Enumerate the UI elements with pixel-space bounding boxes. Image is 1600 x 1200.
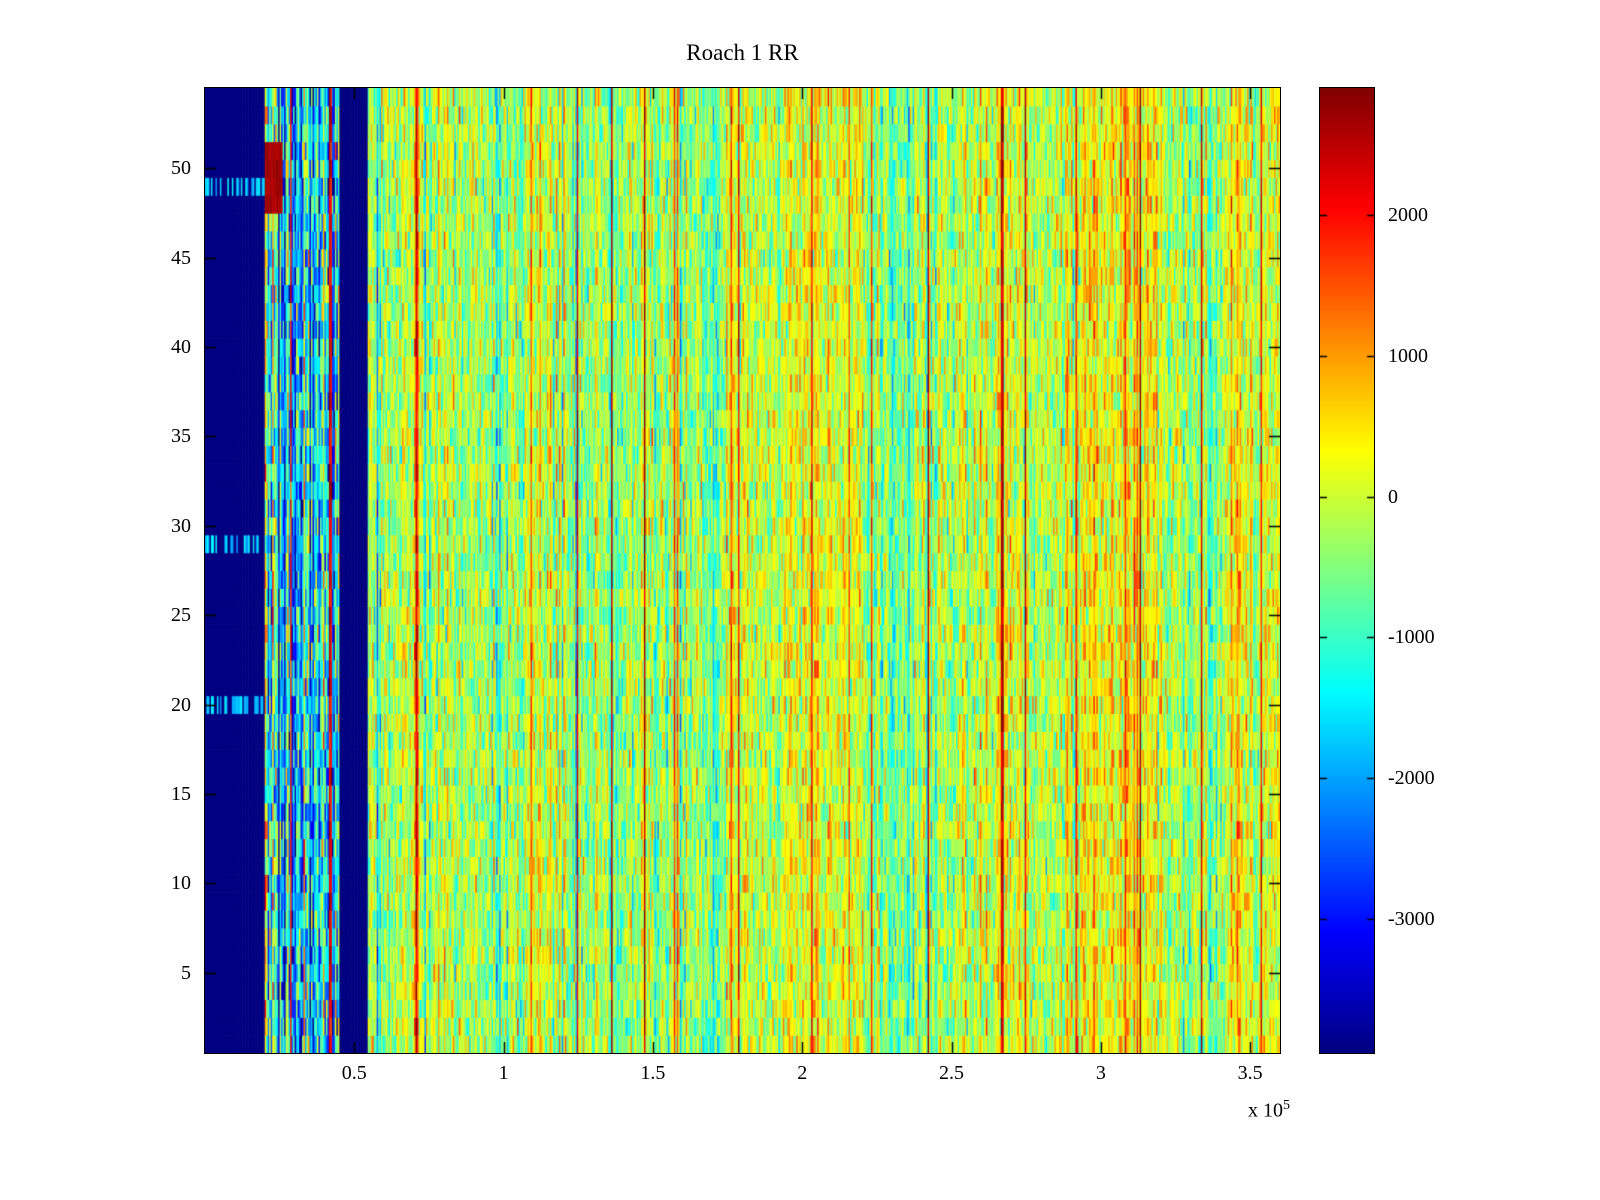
x-axis-tick-label: 3 — [1095, 1062, 1106, 1084]
x-axis-tick-label: 2 — [797, 1062, 808, 1084]
x-scale-prefix: x 10 — [1248, 1099, 1283, 1122]
x-axis-tick-label: 3.5 — [1237, 1062, 1263, 1084]
y-axis-tick-label: 25 — [171, 604, 191, 627]
x-axis-tick-label: 2.5 — [939, 1062, 965, 1084]
y-axis-tick-label: 35 — [171, 425, 191, 448]
x-axis-tick-label: 1 — [498, 1062, 509, 1084]
x-axis-scale-label: x 105 — [1080, 1098, 1290, 1123]
x-scale-exponent: 5 — [1283, 1098, 1290, 1113]
y-axis-tick-label: 45 — [171, 246, 191, 269]
colorbar-tick-label: 0 — [1388, 485, 1398, 508]
heatmap-axes — [204, 87, 1281, 1054]
y-axis-tick-label: 20 — [171, 693, 191, 716]
chart-title: Roach 1 RR — [686, 40, 799, 65]
y-axis-tick-label: 15 — [171, 782, 191, 805]
x-axis-tick-label: 1.5 — [640, 1062, 666, 1084]
y-axis-tick-label: 40 — [171, 336, 191, 359]
x-axis-tick-label: 0.5 — [341, 1062, 367, 1084]
colorbar-tick-label: 2000 — [1388, 203, 1428, 226]
colorbar — [1319, 87, 1375, 1054]
y-axis-tick-label: 50 — [171, 157, 191, 180]
colorbar-tick-label: 1000 — [1388, 344, 1428, 367]
y-axis-tick-label: 30 — [171, 514, 191, 537]
y-axis-tick-label: 10 — [171, 872, 191, 895]
heatmap-canvas — [205, 88, 1280, 1053]
y-axis-tick-label: 5 — [181, 961, 191, 984]
colorbar-canvas — [1320, 88, 1374, 1053]
colorbar-tick-label: -2000 — [1388, 767, 1435, 790]
colorbar-tick-label: -1000 — [1388, 626, 1435, 649]
colorbar-tick-label: -3000 — [1388, 908, 1435, 931]
